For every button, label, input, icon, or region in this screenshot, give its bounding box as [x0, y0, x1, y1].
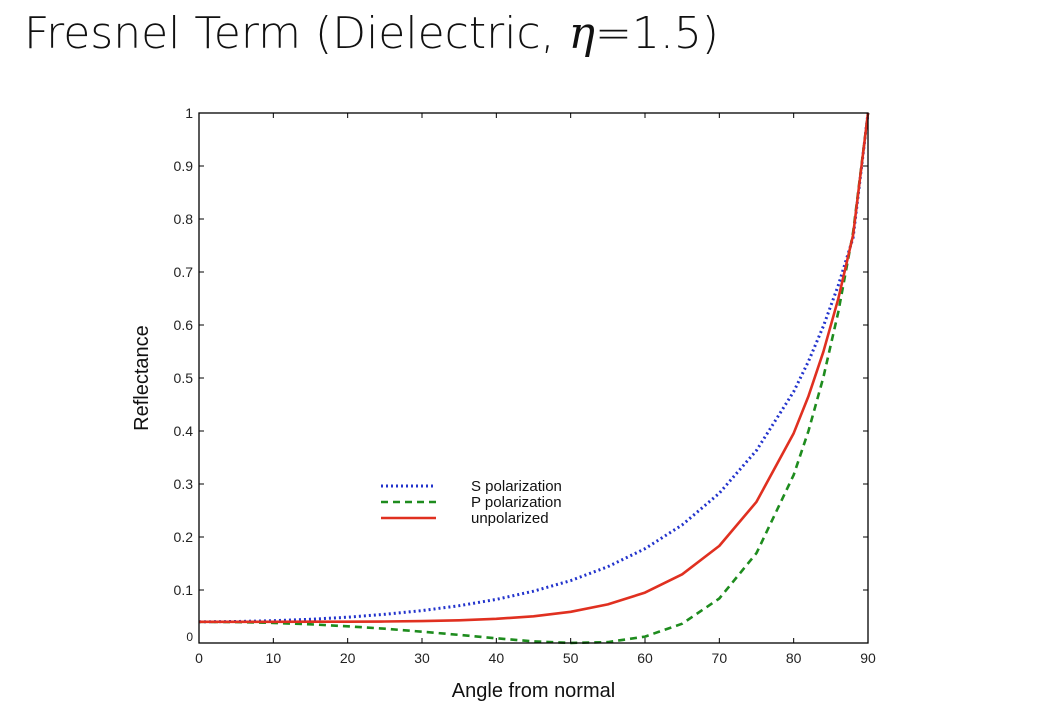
x-tick-label: 10 [266, 650, 282, 666]
y-tick-label: 0.5 [174, 370, 194, 386]
y-tick-label: 0.8 [174, 211, 194, 227]
x-tick-label: 80 [786, 650, 802, 666]
x-tick-label: 30 [414, 650, 430, 666]
y-tick-label: 0 [186, 630, 193, 644]
y-tick-label: 0.7 [174, 264, 194, 280]
y-tick-label: 0.2 [174, 529, 194, 545]
slide-title-prefix: Fresnel Term (Dielectric, [24, 8, 569, 59]
y-tick-label: 0.1 [174, 582, 194, 598]
x-tick-label: 60 [637, 650, 653, 666]
y-axis-label: Reflectance [131, 325, 153, 431]
x-axis-label: Angle from normal [452, 680, 615, 702]
y-tick-label: 1 [185, 105, 193, 121]
x-tick-label: 90 [860, 650, 876, 666]
plot-frame [198, 112, 869, 644]
slide-title: Fresnel Term (Dielectric, η=1.5) [24, 8, 719, 61]
legend-label: S polarization [471, 478, 562, 495]
y-tick-label: 0.3 [174, 476, 194, 492]
slide-title-suffix: =1.5) [594, 8, 719, 59]
x-tick-label: 50 [563, 650, 579, 666]
series-line-p-polarization [198, 112, 870, 645]
eta-symbol: η [568, 8, 595, 59]
x-tick-label: 40 [489, 650, 505, 666]
x-tick-label: 20 [340, 650, 356, 666]
series-line-s-polarization [198, 112, 870, 624]
curves-layer [198, 112, 870, 645]
y-tick-label: 0.9 [174, 158, 194, 174]
y-tick-label: 0.6 [174, 317, 194, 333]
x-tick-label: 70 [712, 650, 728, 666]
legend-label: unpolarized [471, 510, 549, 527]
y-tick-label: 0.4 [174, 423, 194, 439]
legend-label: P polarization [471, 494, 562, 511]
tick-labels-layer: 0 10 20 30 40 50 60 70 80 90 0 0.1 0.2 0.3 0.4 0.5 0.6 0.… [174, 105, 876, 666]
series-line-unpolarized [199, 112, 870, 624]
x-tick-label: 0 [195, 650, 203, 666]
ticks-layer [198, 112, 869, 644]
